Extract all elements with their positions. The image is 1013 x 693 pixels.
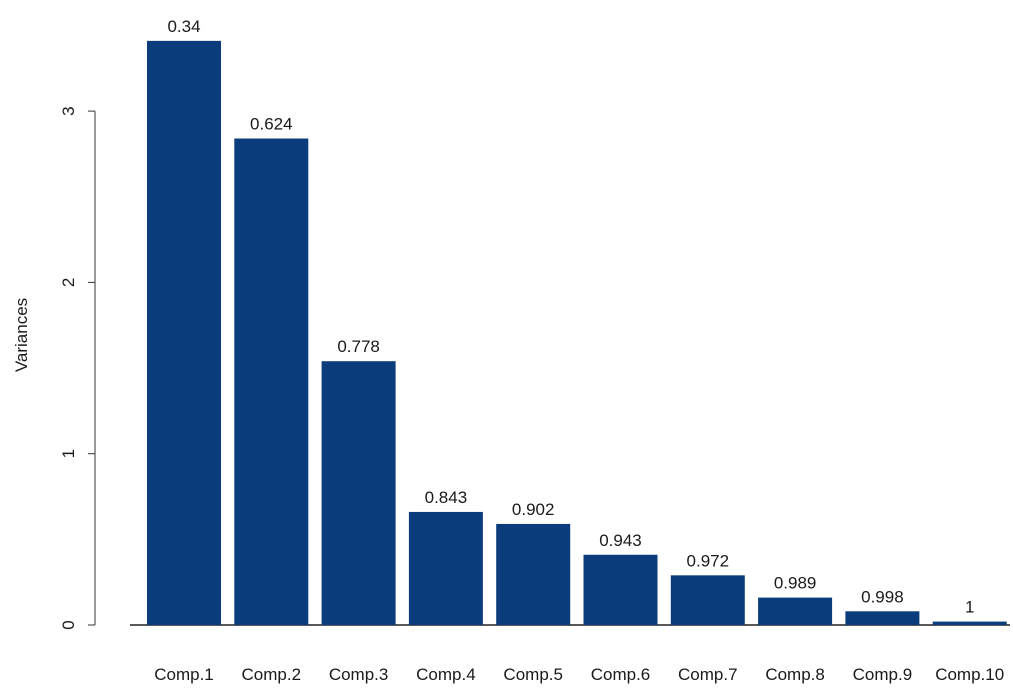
bar-data-label: 0.943: [599, 531, 642, 550]
bar-data-label: 0.778: [337, 337, 380, 356]
bar-comp-4: [408, 511, 483, 625]
x-category-label: Comp.10: [935, 665, 1004, 684]
y-axis-title: Variances: [12, 298, 31, 372]
bar-comp-6: [583, 554, 658, 625]
x-axis-labels-group: Comp.1 Comp.2 Comp.3 Comp.4 Comp.5 Comp.6 Comp…: [154, 665, 1004, 684]
bar-comp-3: [321, 361, 396, 625]
data-labels-group: 0.34 0.624 0.778 0.843 0.902 0.943 0.972 0.989 0…: [167, 17, 974, 617]
bar-comp-2: [234, 138, 309, 625]
x-category-label: Comp.3: [329, 665, 389, 684]
bar-comp-9: [845, 611, 920, 625]
x-category-label: Comp.2: [242, 665, 302, 684]
y-tick-label: 0: [59, 620, 78, 629]
y-tick-label: 3: [59, 106, 78, 115]
x-category-label: Comp.8: [765, 665, 825, 684]
bar-comp-7: [670, 575, 745, 625]
bar-data-label: 1: [965, 598, 974, 617]
bar-comp-1: [147, 40, 221, 625]
x-category-label: Comp.6: [591, 665, 651, 684]
y-tick-label: 2: [59, 278, 78, 287]
bar-data-label: 0.998: [861, 587, 904, 606]
bar-data-label: 0.902: [512, 500, 555, 519]
bar-data-label: 0.989: [774, 574, 817, 593]
x-category-label: Comp.5: [503, 665, 563, 684]
y-tick-label: 1: [59, 449, 78, 458]
bar-data-label: 0.624: [250, 115, 293, 134]
bar-comp-8: [758, 597, 833, 625]
bar-comp-10: [932, 621, 1007, 625]
bars-group: [147, 40, 1007, 625]
bar-data-label: 0.34: [167, 17, 200, 36]
x-category-label: Comp.1: [154, 665, 214, 684]
x-category-label: Comp.4: [416, 665, 476, 684]
bar-data-label: 0.972: [687, 551, 730, 570]
x-category-label: Comp.9: [853, 665, 913, 684]
bar-data-label: 0.843: [425, 488, 468, 507]
bar-comp-5: [496, 523, 571, 625]
x-category-label: Comp.7: [678, 665, 738, 684]
